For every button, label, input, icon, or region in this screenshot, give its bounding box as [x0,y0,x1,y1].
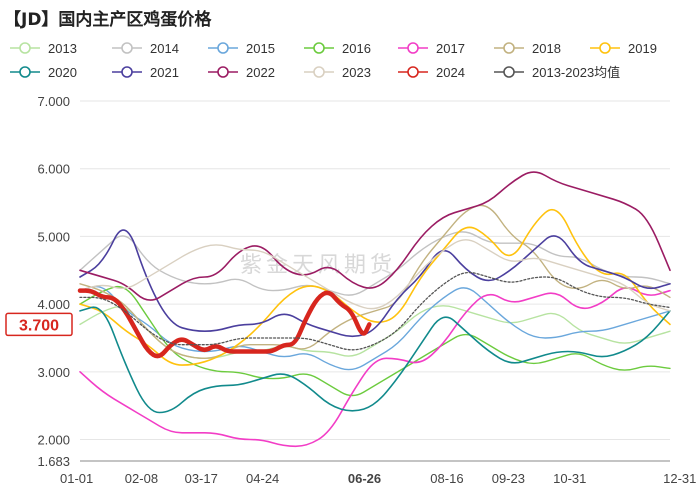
legend-marker-2021 [121,66,133,78]
series-line-2023 [79,239,671,312]
legend-marker-2014 [121,42,133,54]
series-line-2014 [79,231,671,296]
current-marker-layer: 3.700 [5,312,73,337]
legend-marker-2013 [19,42,31,54]
legend-marker-2016 [313,42,325,54]
y-tick-label: 2.000 [37,433,70,448]
legend-label-2015: 2015 [246,41,275,56]
y-tick-label: 4.000 [37,297,70,312]
plot-area: 紫金天风期货 [240,253,396,278]
legend-label-2017: 2017 [436,41,465,56]
y-tick-label: 6.000 [37,162,70,177]
x-tick-label: 03-17 [185,471,218,486]
legend-label-2021: 2021 [150,65,179,80]
y-tick-label: 5.000 [37,229,70,244]
series-layer [77,171,671,448]
y-tick-label: 1.683 [37,454,70,469]
legend-label-2016: 2016 [342,41,371,56]
axes: 7.000 6.000 5.000 4.000 3.000 2.000 1.683 01-01… [37,94,696,486]
legend-label-2013: 2013 [48,41,77,56]
x-tick-label: 04-24 [246,471,279,486]
legend-marker-2024 [407,66,419,78]
legend-label-2014: 2014 [150,41,179,56]
y-tick-label: 7.000 [37,94,70,109]
series-line-2021 [79,229,671,338]
x-tick-label: 09-23 [492,471,525,486]
legend-label-2018: 2018 [532,41,561,56]
series-line-2022 [79,171,671,301]
legend: 2013 2014 2015 2016 2017 2018 2019 2020 2021 2022… [10,41,657,80]
series-line-2024 [77,288,372,359]
legend-label-2020: 2020 [48,65,77,80]
series-line-2016 [79,285,671,397]
legend-label-2024: 2024 [436,65,465,80]
x-tick-label: 08-16 [430,471,463,486]
legend-label-2023: 2023 [342,65,371,80]
series-line-2020 [79,306,671,414]
series-line-2017 [79,287,671,448]
x-tick-label: 02-08 [125,471,158,486]
legend-label-2022: 2022 [246,65,275,80]
x-tick-label: 01-01 [60,471,93,486]
legend-label-2013-2023均值: 2013-2023均值 [532,65,620,80]
legend-marker-2023 [313,66,325,78]
watermark: 紫金天风期货 [240,253,396,278]
series-line-2013-2023均值 [79,271,671,351]
legend-label-2019: 2019 [628,41,657,56]
y-tick-label: 3.000 [37,365,70,380]
legend-marker-2017 [407,42,419,54]
legend-marker-2019 [599,42,611,54]
current-value-box [5,312,73,337]
current-value-label: 3.700 [19,317,59,334]
legend-marker-2020 [19,66,31,78]
series-line-2018 [79,204,671,359]
legend-marker-2022 [217,66,229,78]
x-tick-label: 12-31 [663,471,696,486]
x-tick-label: 10-31 [553,471,586,486]
legend-marker-2018 [503,42,515,54]
chart-title: 【JD】国内主产区鸡蛋价格 [4,9,212,30]
legend-marker-2013-2023均值 [503,66,515,78]
x-tick-label: 06-26 [348,471,381,486]
legend-marker-2015 [217,42,229,54]
series-line-2019 [79,208,671,366]
